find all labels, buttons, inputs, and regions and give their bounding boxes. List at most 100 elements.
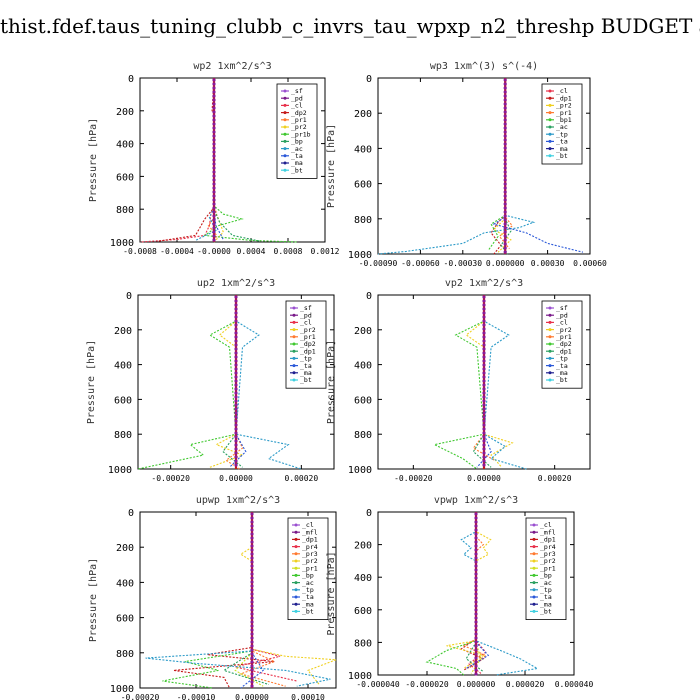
zero-profile-marker: [482, 399, 486, 403]
plot-frame: [377, 77, 591, 255]
legend-marker: [294, 609, 298, 613]
legend-marker: [292, 335, 296, 339]
zero-profile-marker: [474, 664, 478, 668]
zero-profile-marker: [482, 315, 486, 319]
legend-marker: [283, 89, 287, 93]
zero-profile-marker: [250, 620, 254, 624]
zero-profile-marker: [212, 174, 216, 178]
y-tick-label: 1000: [110, 238, 134, 249]
zero-profile-marker: [212, 90, 216, 94]
y-tick-label: 800: [354, 215, 372, 226]
y-tick-label: 1000: [348, 465, 372, 476]
zero-profile-marker: [212, 130, 216, 134]
zero-profile-marker: [474, 616, 478, 620]
zero-profile-marker: [250, 608, 254, 612]
zero-profile-marker: [212, 82, 216, 86]
zero-profile-marker: [234, 455, 238, 459]
y-tick-label: 600: [116, 614, 134, 625]
y-tick-label: 400: [116, 578, 134, 589]
zero-profile-marker: [503, 198, 507, 202]
zero-profile-marker: [474, 596, 478, 600]
zero-profile-marker: [212, 118, 216, 122]
legend-label: _mfl: [540, 528, 556, 536]
zero-profile-marker: [474, 520, 478, 524]
zero-profile-marker: [503, 158, 507, 162]
zero-profile-marker: [474, 552, 478, 556]
legend-marker: [548, 125, 552, 129]
y-tick-label: 0: [366, 291, 372, 302]
zero-profile-marker: [212, 218, 216, 222]
zero-profile-marker: [250, 544, 254, 548]
legend-marker: [532, 566, 536, 570]
zero-profile-marker: [212, 106, 216, 110]
zero-profile-marker: [503, 250, 507, 254]
zero-profile-marker: [474, 632, 478, 636]
series-line-dp2: [432, 295, 485, 470]
zero-profile-marker: [212, 110, 216, 114]
chart-title: wp2 1xm^2/s^3: [193, 61, 271, 72]
zero-profile-marker: [234, 459, 238, 463]
y-tick-label: 600: [116, 172, 134, 183]
legend-label: _cl: [556, 87, 568, 95]
zero-profile-marker: [234, 463, 238, 467]
legend-marker: [294, 559, 298, 563]
zero-profile-marker: [250, 524, 254, 528]
y-tick-label: 0: [128, 508, 134, 519]
legend: _sf_pd_cl_pr2_pr1_dp2_dp1_tp_ta_ma_bt: [541, 300, 583, 389]
zero-profile-marker: [503, 78, 507, 82]
zero-profile-marker: [250, 576, 254, 580]
x-tick-label: 0.00000: [235, 693, 269, 700]
x-tick-label: -0.00030: [444, 259, 483, 268]
chart-panel-5: upwp 1xm^2/s^3 Pressure [hPa] 0 200 400 600 80…: [88, 495, 337, 700]
zero-profile-marker: [250, 624, 254, 628]
zero-profile-marker: [503, 138, 507, 142]
legend-label: _pr1: [291, 116, 307, 124]
y-tick-label: 1000: [108, 465, 132, 476]
zero-profile-marker: [503, 142, 507, 146]
y-tick-label: 1000: [110, 684, 134, 695]
zero-profile-marker: [234, 435, 238, 439]
x-tick-label: 0.00020: [538, 474, 572, 483]
legend-marker: [294, 602, 298, 606]
legend-marker: [548, 111, 552, 115]
legend: _sf_pd_cl_dp2_pr1_pr2_pr1b_bp_ac_ta_ma_b…: [276, 83, 318, 179]
zero-profile-marker: [250, 684, 254, 688]
zero-profile-marker: [482, 419, 486, 423]
zero-profile-marker: [250, 592, 254, 596]
series-line-dp1: [173, 512, 275, 689]
y-tick-label: 0: [366, 508, 372, 519]
x-tick-label: 0.00030: [531, 259, 565, 268]
zero-profile-marker: [250, 656, 254, 660]
legend-label: _pr3: [540, 550, 556, 558]
legend-label: _bt: [556, 376, 568, 384]
zero-profile-marker: [474, 568, 478, 572]
zero-profile-marker: [474, 640, 478, 644]
zero-profile-marker: [474, 532, 478, 536]
zero-profile-marker: [482, 355, 486, 359]
legend-marker: [548, 356, 552, 360]
zero-profile-marker: [474, 556, 478, 560]
legend-marker: [294, 581, 298, 585]
zero-profile-marker: [503, 106, 507, 110]
zero-profile-marker: [250, 528, 254, 532]
legend-marker: [548, 335, 552, 339]
series-line-dp2: [158, 77, 216, 242]
legend-marker: [283, 96, 287, 100]
zero-profile-marker: [212, 166, 216, 170]
legend-marker: [292, 313, 296, 317]
legend: _sf_pd_cl_pr2_pr1_dp2_dp1_tp_ta_ma_bt: [285, 300, 327, 389]
legend-marker: [283, 147, 287, 151]
zero-profile-marker: [503, 86, 507, 90]
zero-profile-marker: [503, 234, 507, 238]
zero-profile-marker: [503, 118, 507, 122]
legend-label: _cl: [540, 521, 552, 529]
zero-profile-marker: [250, 616, 254, 620]
zero-profile-marker: [474, 540, 478, 544]
y-tick-label: 0: [126, 291, 132, 302]
legend-marker: [294, 566, 298, 570]
zero-profile-marker: [482, 331, 486, 335]
legend-label: _pr3: [302, 550, 318, 558]
x-tick-label: 0.00000: [219, 474, 253, 483]
legend-label: _pd: [300, 311, 312, 319]
zero-profile-marker: [503, 218, 507, 222]
